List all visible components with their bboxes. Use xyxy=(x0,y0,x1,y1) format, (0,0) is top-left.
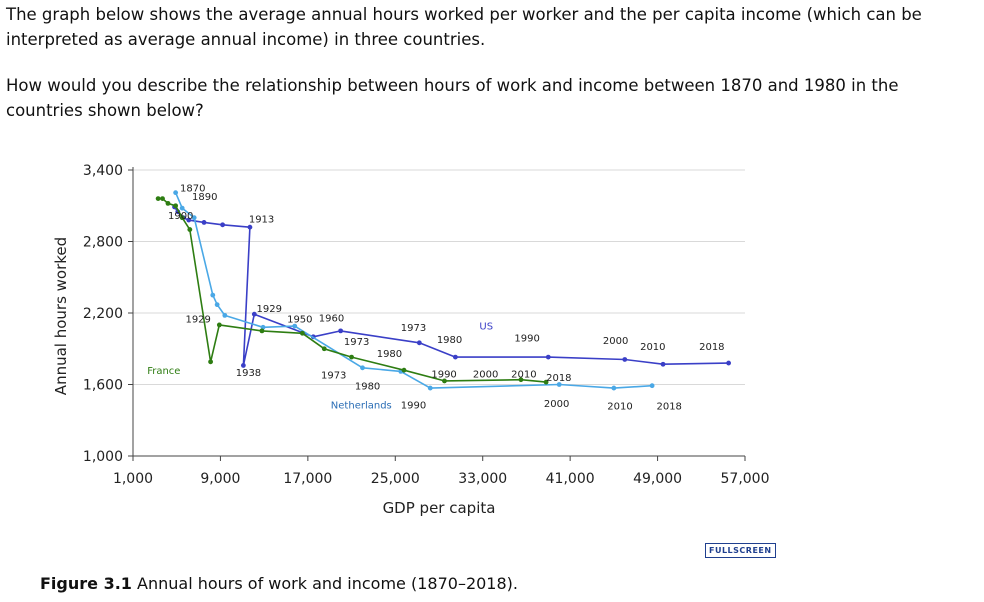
annotation-label: 1950 xyxy=(287,315,312,326)
data-point-us xyxy=(240,363,246,368)
data-point-france xyxy=(259,328,265,334)
data-point-france xyxy=(187,227,193,232)
fullscreen-button[interactable]: FULLSCREEN xyxy=(705,543,776,558)
annotation-label: 2010 xyxy=(640,342,665,353)
annotation-label: 1900 xyxy=(168,211,193,222)
annotation-label: 1990 xyxy=(514,334,539,345)
data-point-us xyxy=(622,357,628,362)
y-tick-label: 1,600 xyxy=(83,378,123,394)
annotation-label: 2000 xyxy=(603,336,628,347)
data-point-netherlands xyxy=(210,292,216,298)
data-point-france xyxy=(299,330,305,336)
data-point-france xyxy=(165,200,171,206)
figure-caption: Figure 3.1 Annual hours of work and inco… xyxy=(40,574,518,593)
data-point-france xyxy=(543,379,549,385)
series-line-netherlands xyxy=(174,192,653,389)
annotation-label: 2018 xyxy=(699,342,724,353)
x-tick-label: 49,000 xyxy=(633,471,682,487)
data-point-us xyxy=(660,361,666,367)
annotation-label: US xyxy=(479,322,493,333)
x-tick-label: 33,000 xyxy=(458,471,507,487)
data-point-netherlands xyxy=(556,382,562,387)
annotation-label: 1938 xyxy=(236,368,261,379)
annotation-label: 1980 xyxy=(355,381,380,392)
data-point-us xyxy=(545,354,551,360)
annotation-label: 2018 xyxy=(546,373,571,384)
annotation-label: 1890 xyxy=(192,192,217,203)
figure-caption-text: Annual hours of work and income (1870–20… xyxy=(137,574,518,593)
x-axis-title: GDP per capita xyxy=(383,499,496,517)
data-point-netherlands xyxy=(173,190,179,196)
data-point-us xyxy=(220,222,226,228)
data-point-france xyxy=(401,367,407,373)
figure-label: Figure 3.1 xyxy=(40,574,132,593)
data-point-netherlands xyxy=(360,365,365,371)
annotation-label: 1870 xyxy=(180,183,205,194)
data-point-france xyxy=(442,378,447,384)
data-point-france xyxy=(208,359,213,365)
intro-text: The graph below shows the average annual… xyxy=(6,2,976,123)
data-point-us xyxy=(251,311,257,317)
data-point-netherlands xyxy=(222,312,228,318)
x-tick-label: 25,000 xyxy=(371,471,420,487)
x-tick-label: 9,000 xyxy=(200,471,240,487)
intro-paragraph: The graph below shows the average annual… xyxy=(6,5,922,49)
data-point-netherlands xyxy=(191,215,197,221)
x-tick-label: 1,000 xyxy=(113,471,153,487)
annotation-label: 1973 xyxy=(401,323,426,334)
annotation-label: 1973 xyxy=(321,371,346,382)
data-point-netherlands xyxy=(214,302,220,308)
y-axis-title: Annual hours worked xyxy=(52,237,70,395)
annotation-label: 1980 xyxy=(437,335,462,346)
data-point-netherlands xyxy=(611,385,617,391)
y-tick-label: 2,200 xyxy=(83,306,123,322)
annotation-label: 2000 xyxy=(473,369,498,380)
annotation-label: 2010 xyxy=(607,402,632,413)
annotation-label: Netherlands xyxy=(331,400,392,411)
series-line-france xyxy=(158,197,547,383)
annotation-label: 1929 xyxy=(185,315,210,326)
y-tick-label: 2,800 xyxy=(83,235,123,251)
data-point-france xyxy=(155,196,161,202)
question-paragraph: How would you describe the relationship … xyxy=(6,76,899,120)
data-point-us xyxy=(201,220,207,225)
data-point-us xyxy=(416,340,422,346)
annotation-label: 2010 xyxy=(511,369,536,380)
annotation-label: 1990 xyxy=(431,369,456,380)
data-point-france xyxy=(160,196,165,202)
annotation-label: 1913 xyxy=(249,214,274,225)
annotation-label: 1960 xyxy=(319,313,344,324)
data-point-france xyxy=(173,203,179,209)
annotation-label: 2000 xyxy=(544,399,569,410)
data-point-france xyxy=(216,322,222,328)
data-point-france xyxy=(321,346,327,352)
data-point-us xyxy=(186,217,192,223)
annotation-label: 1990 xyxy=(401,400,426,411)
y-tick-label: 3,400 xyxy=(83,163,123,179)
annotation-label: 1929 xyxy=(256,304,281,315)
data-point-netherlands xyxy=(649,383,655,389)
annotation-label: 2018 xyxy=(656,402,681,413)
x-tick-label: 57,000 xyxy=(721,471,770,487)
data-point-netherlands xyxy=(292,323,298,329)
annotation-label: France xyxy=(147,366,180,377)
data-point-france xyxy=(518,377,524,383)
data-point-netherlands xyxy=(427,385,433,391)
data-point-us xyxy=(726,360,732,366)
data-point-france xyxy=(179,215,185,221)
data-point-france xyxy=(349,354,354,360)
data-point-us xyxy=(247,224,253,230)
annotation-label: 1980 xyxy=(377,349,402,360)
y-tick-label: 1,000 xyxy=(83,449,123,465)
x-tick-label: 17,000 xyxy=(283,471,332,487)
data-point-us xyxy=(452,354,458,360)
data-point-us xyxy=(338,328,344,334)
annotation-label: 1973 xyxy=(344,337,369,348)
data-point-netherlands xyxy=(179,205,185,211)
x-tick-label: 41,000 xyxy=(546,471,595,487)
